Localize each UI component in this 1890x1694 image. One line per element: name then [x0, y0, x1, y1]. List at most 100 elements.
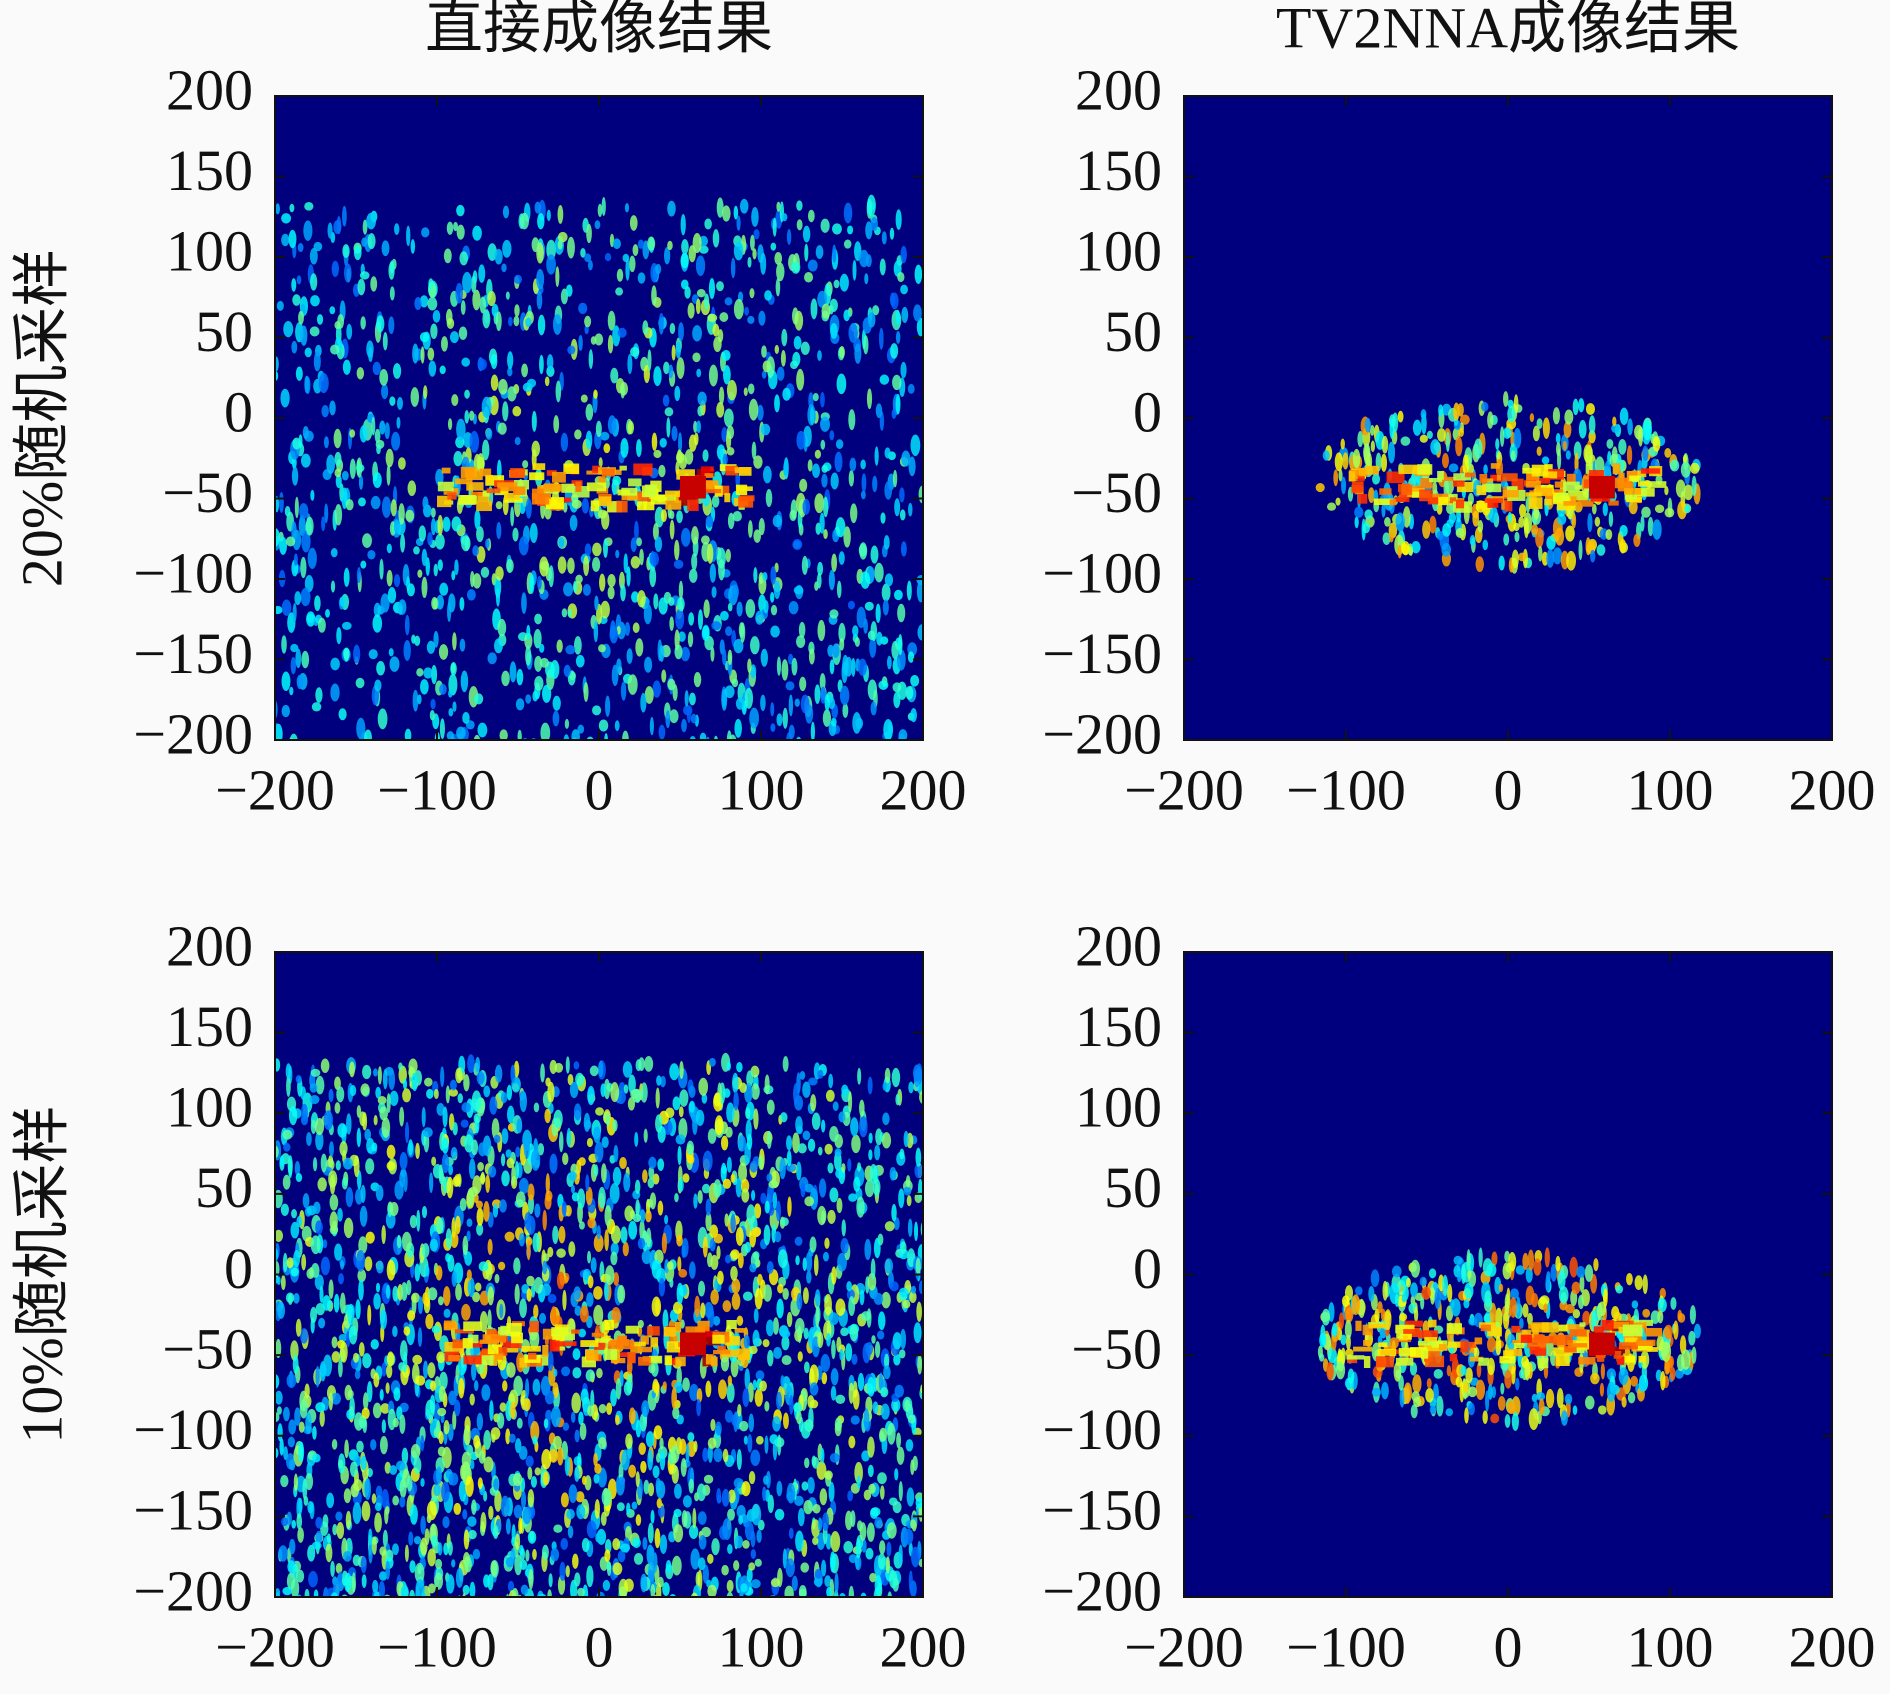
- speckle: [398, 1062, 403, 1071]
- speckle: [782, 1055, 789, 1072]
- speckle: [368, 1542, 373, 1564]
- speckle: [604, 1549, 611, 1562]
- speckle: [282, 1586, 293, 1596]
- speckle: [296, 745, 305, 756]
- target-core: [680, 1332, 706, 1356]
- speckle: [892, 1501, 902, 1514]
- speckle: [490, 1560, 498, 1577]
- speckle: [460, 670, 469, 693]
- speckle: [752, 1379, 757, 1391]
- speckle: [822, 1512, 830, 1531]
- speckle: [372, 1579, 379, 1593]
- speckle: [1464, 1282, 1474, 1299]
- speckle: [289, 203, 295, 213]
- speckle: [478, 1450, 486, 1464]
- speckle: [888, 1596, 890, 1597]
- speckle: [637, 1237, 646, 1250]
- speckle: [905, 685, 914, 700]
- speckle: [1691, 475, 1697, 497]
- speckle: [343, 1550, 352, 1562]
- speckle: [451, 1559, 456, 1568]
- speckle: [355, 1299, 361, 1320]
- speckle: [736, 1315, 744, 1326]
- speckle: [556, 1271, 565, 1290]
- speckle: [422, 1127, 433, 1138]
- speckle: [439, 365, 446, 375]
- speckle: [717, 1270, 724, 1285]
- speckle: [281, 671, 291, 692]
- speckle: [697, 1511, 707, 1525]
- speckle: [1664, 448, 1672, 458]
- speckle: [632, 1537, 641, 1549]
- speckle: [891, 640, 899, 660]
- speckle: [731, 1278, 741, 1294]
- speckle: [522, 460, 529, 469]
- speckle: [342, 359, 351, 375]
- target-speckle: [1613, 477, 1632, 489]
- speckle: [416, 668, 424, 677]
- speckle: [636, 439, 642, 457]
- y-tick-label: 100: [1075, 218, 1162, 283]
- speckle: [903, 1528, 914, 1545]
- speckle: [531, 237, 540, 253]
- target-speckle: [498, 1347, 508, 1356]
- speckle: [781, 1355, 792, 1366]
- speckle: [400, 533, 406, 553]
- target-speckle: [1525, 480, 1541, 488]
- speckle: [1563, 421, 1572, 439]
- speckle: [522, 1506, 532, 1525]
- speckle: [1684, 504, 1690, 514]
- speckle: [462, 1592, 466, 1597]
- speckle: [298, 310, 304, 325]
- speckle: [593, 620, 599, 643]
- speckle: [750, 1549, 757, 1559]
- speckle: [349, 429, 356, 438]
- speckle: [809, 1382, 819, 1396]
- speckle: [680, 1319, 685, 1329]
- speckle: [706, 543, 714, 564]
- speckle: [421, 576, 428, 599]
- speckle: [659, 1534, 668, 1554]
- speckle: [330, 344, 340, 355]
- speckle: [829, 1452, 840, 1463]
- target-speckle: [1379, 488, 1392, 495]
- target-speckle: [607, 501, 622, 513]
- speckle: [1441, 452, 1449, 469]
- speckle: [732, 1072, 739, 1094]
- speckle: [647, 1522, 654, 1544]
- speckle: [580, 394, 588, 403]
- speckle: [394, 223, 400, 235]
- speckle: [392, 1417, 399, 1428]
- speckle: [336, 1086, 345, 1103]
- speckle: [459, 597, 465, 611]
- speckle: [596, 1225, 601, 1240]
- speckle: [693, 672, 702, 688]
- speckle: [733, 1560, 740, 1571]
- y-tick-label: 150: [166, 138, 253, 203]
- speckle: [377, 1066, 382, 1085]
- speckle: [915, 1497, 923, 1509]
- speckle: [379, 1106, 389, 1121]
- speckle: [857, 1372, 865, 1391]
- speckle: [1631, 1300, 1639, 1309]
- speckle: [587, 1085, 595, 1106]
- speckle: [459, 638, 466, 652]
- speckle: [414, 1263, 421, 1282]
- speckle: [277, 1301, 286, 1319]
- speckle: [820, 416, 830, 432]
- target-speckle: [504, 492, 520, 500]
- speckle: [650, 1509, 655, 1524]
- speckle: [881, 1291, 891, 1309]
- speckle: [293, 1293, 300, 1304]
- speckle: [796, 219, 803, 231]
- speckle: [1412, 1374, 1422, 1394]
- speckle: [615, 1378, 622, 1400]
- speckle: [1642, 418, 1652, 441]
- speckle: [914, 1163, 923, 1179]
- speckle: [542, 1471, 549, 1486]
- target-speckle: [1539, 477, 1551, 484]
- speckle: [801, 555, 808, 575]
- speckle: [422, 1292, 429, 1306]
- speckle: [513, 274, 523, 284]
- speckle: [918, 1280, 923, 1295]
